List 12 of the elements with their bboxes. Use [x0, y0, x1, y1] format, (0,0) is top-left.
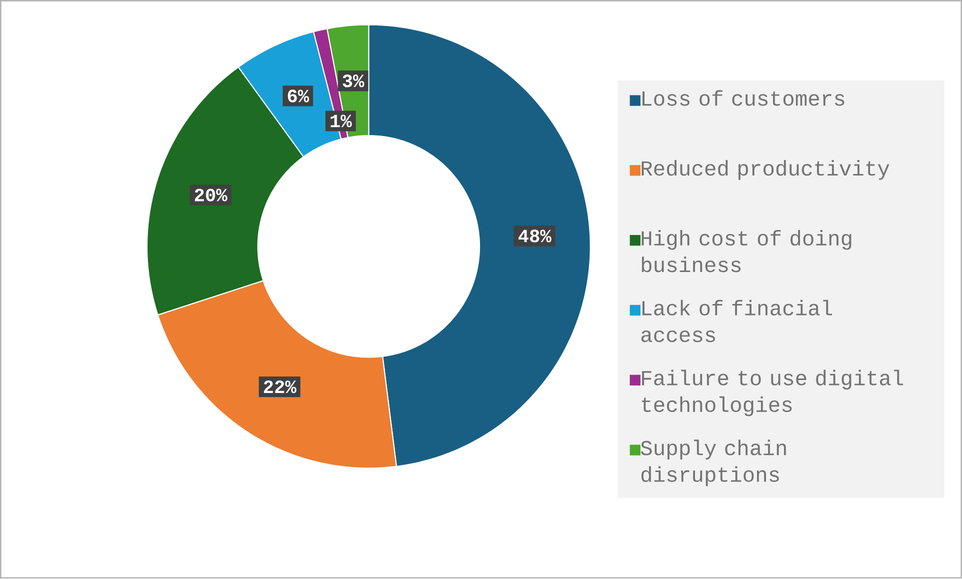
legend-label: Reduced productivity: [642, 160, 890, 180]
data-label: 20%: [194, 188, 228, 202]
data-label: 6%: [288, 90, 310, 103]
legend-label: Lack of finacial access: [641, 300, 832, 342]
data-label: 22%: [264, 380, 296, 394]
data-label: 3%: [342, 74, 364, 88]
legend-label: Supply chain disruptions: [640, 440, 786, 486]
legend-label: Loss of customers: [642, 90, 844, 106]
data-label: 48%: [518, 230, 552, 243]
data-label: 1%: [330, 114, 352, 128]
legend-label: Failure to use digital technologies: [642, 370, 904, 416]
legend-label: High cost of doing business: [642, 230, 852, 272]
